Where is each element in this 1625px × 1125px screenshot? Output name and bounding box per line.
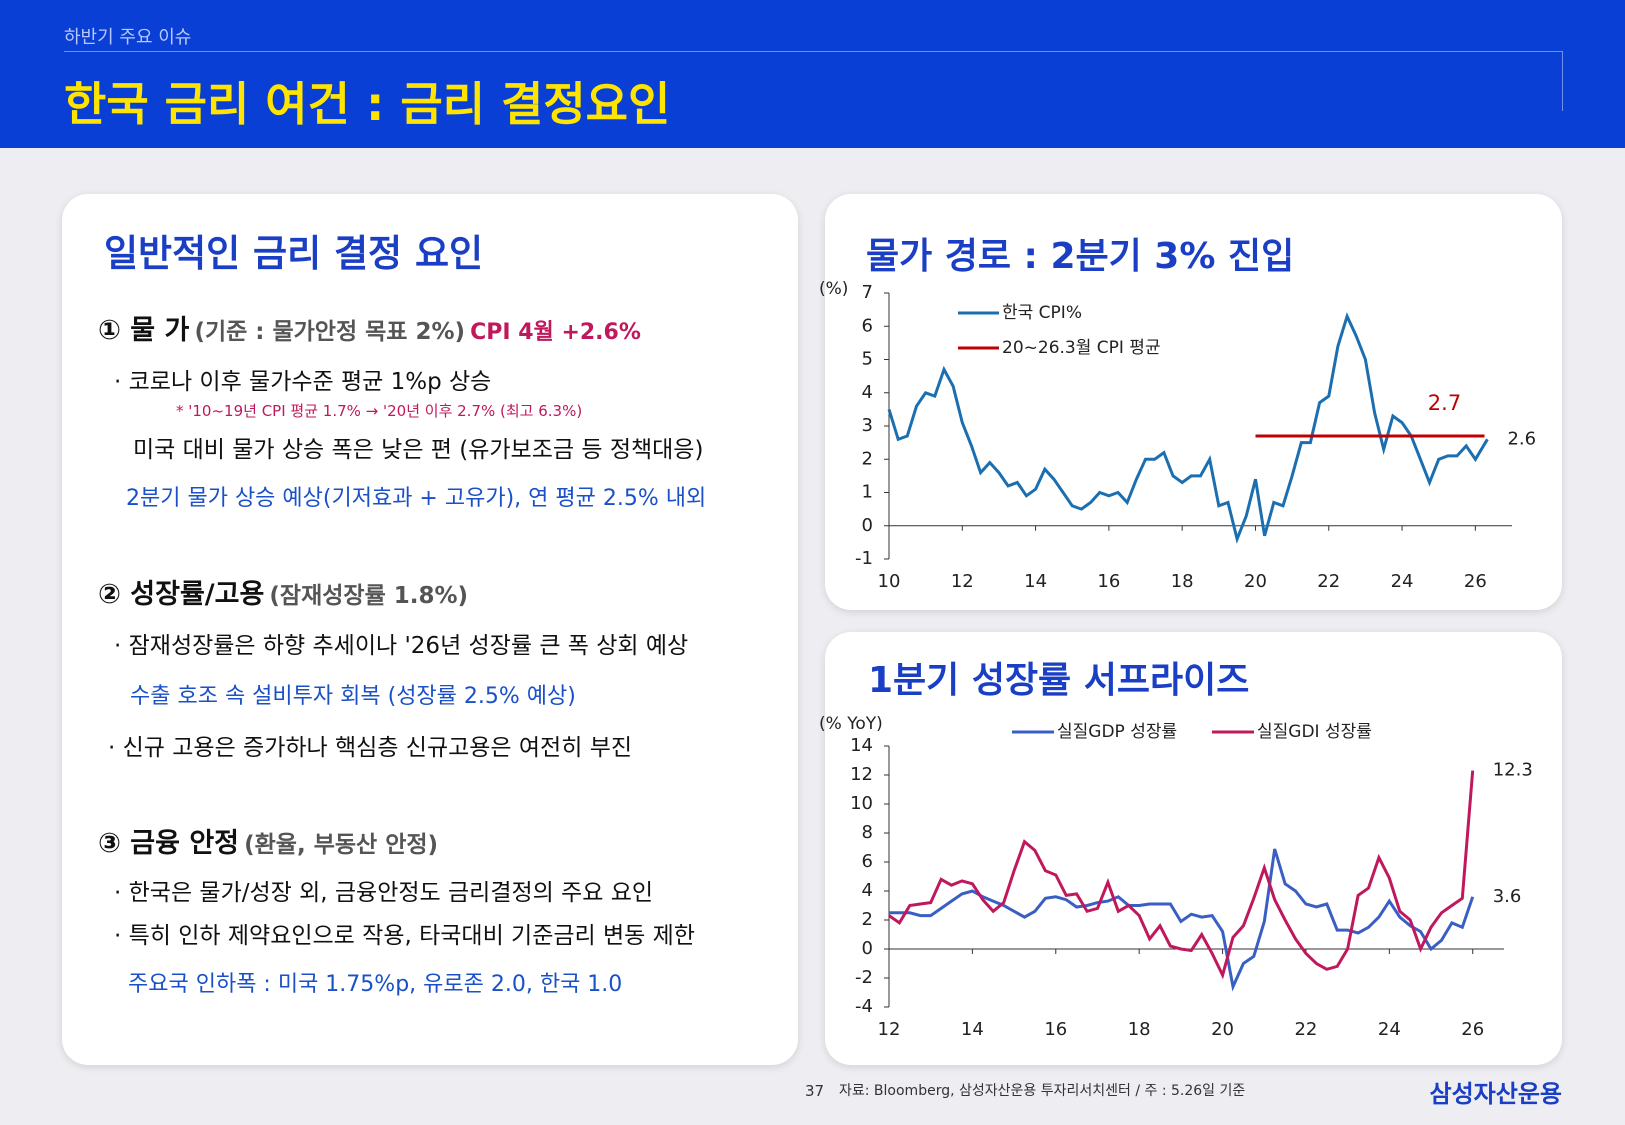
x-tick-label: 16 xyxy=(1044,1019,1067,1040)
chart-panel xyxy=(825,632,1562,1065)
y-tick-label: 4 xyxy=(862,880,873,901)
panel-title: 일반적인 금리 결정 요인 xyxy=(104,232,484,275)
y-tick-label: 2 xyxy=(862,909,873,930)
end-label: 3.6 xyxy=(1493,886,1522,907)
series-line xyxy=(887,312,1489,544)
source: 자료: Bloomberg, 삼성자산운용 투자리서치센터 / 주 : 5.26… xyxy=(839,1083,1246,1099)
y-tick-label: 3 xyxy=(862,415,873,436)
y-tick-label: 6 xyxy=(862,851,873,872)
bullet: 미국 대비 물가 상승 폭은 낮은 편 (유가보조금 등 정책대응) xyxy=(133,437,704,463)
x-tick-label: 20 xyxy=(1211,1019,1234,1040)
heading: ③ 금융 안정 xyxy=(98,828,240,859)
header-rule xyxy=(1562,51,1563,111)
heading-sub: (기준 : 물가안정 목표 2%) xyxy=(194,319,466,345)
x-tick-label: 26 xyxy=(1461,1019,1484,1040)
bullet: · 한국은 물가/성장 외, 금융안정도 금리결정의 주요 요인 xyxy=(114,880,654,906)
x-tick-label: 14 xyxy=(961,1019,984,1040)
bullet: · 잠재성장률은 하향 추세이나 '26년 성장률 큰 폭 상회 예상 xyxy=(114,633,689,659)
heading: ① 물 가 xyxy=(98,315,190,346)
page-number: 37 xyxy=(805,1082,825,1100)
y-tick-label: 4 xyxy=(862,382,873,403)
x-tick-label: 22 xyxy=(1317,571,1340,592)
y-tick-label: 2 xyxy=(862,448,873,469)
y-tick-label: 10 xyxy=(850,793,873,814)
y-tick-label: -4 xyxy=(855,996,873,1017)
legend-label: 20~26.3월 CPI 평균 xyxy=(1002,338,1161,358)
end-label: 2.6 xyxy=(1507,428,1536,449)
x-tick-label: 24 xyxy=(1378,1019,1401,1040)
highlight: 주요국 인하폭 : 미국 1.75%p, 유로존 2.0, 한국 1.0 xyxy=(128,972,623,997)
y-tick-label: -1 xyxy=(855,548,873,569)
x-tick-label: 18 xyxy=(1128,1019,1151,1040)
section-heading: ③ 금융 안정 (환율, 부동산 안정) xyxy=(98,821,438,860)
header-rule xyxy=(64,51,1563,52)
legend-label: 실질GDP 성장률 xyxy=(1057,722,1177,742)
bullet: · 신규 고용은 증가하나 핵심층 신규고용은 여전히 부진 xyxy=(108,735,633,761)
y-tick-label: 12 xyxy=(850,764,873,785)
y-tick-label: 1 xyxy=(862,482,873,503)
y-axis-label: (%) xyxy=(819,279,848,299)
heading-sub: (환율, 부동산 안정) xyxy=(244,832,439,858)
y-tick-label: 6 xyxy=(862,315,873,336)
legend-label: 한국 CPI% xyxy=(1002,303,1082,323)
x-tick-label: 26 xyxy=(1464,571,1487,592)
heading: ② 성장률/고용 xyxy=(98,579,265,610)
x-tick-label: 24 xyxy=(1391,571,1414,592)
y-tick-label: 0 xyxy=(862,515,873,536)
bullet: · 특히 인하 제약요인으로 작용, 타국대비 기준금리 변동 제한 xyxy=(114,923,695,949)
header-bar xyxy=(0,0,1625,148)
y-tick-label: 14 xyxy=(850,735,873,756)
y-tick-label: 0 xyxy=(862,938,873,959)
x-tick-label: 18 xyxy=(1171,571,1194,592)
y-axis-label: (% YoY) xyxy=(819,714,883,734)
legend-label: 실질GDI 성장률 xyxy=(1257,722,1372,742)
x-tick-label: 12 xyxy=(951,571,974,592)
end-label: 12.3 xyxy=(1493,760,1533,781)
section-label: 하반기 주요 이슈 xyxy=(64,27,192,48)
y-tick-label: 8 xyxy=(862,822,873,843)
x-tick-label: 14 xyxy=(1024,571,1047,592)
y-tick-label: -2 xyxy=(855,967,873,988)
page-title: 한국 금리 여건 : 금리 결정요인 xyxy=(64,77,671,131)
average-label: 2.7 xyxy=(1428,391,1461,415)
chart-title: 물가 경로 : 2분기 3% 진입 xyxy=(866,236,1295,277)
chart-panel xyxy=(825,194,1562,610)
series-line xyxy=(888,770,1475,980)
logo: 삼성자산운용 xyxy=(1429,1080,1562,1108)
section-heading: ② 성장률/고용 (잠재성장률 1.8%) xyxy=(98,572,468,611)
x-tick-label: 12 xyxy=(878,1019,901,1040)
heading-note: CPI 4월 +2.6% xyxy=(470,320,641,345)
section-heading: ① 물 가 (기준 : 물가안정 목표 2%) CPI 4월 +2.6% xyxy=(98,308,641,347)
x-tick-label: 10 xyxy=(878,571,901,592)
y-tick-label: 7 xyxy=(862,282,873,303)
left-panel xyxy=(62,194,798,1065)
y-tick-label: 5 xyxy=(862,349,873,370)
series-line xyxy=(889,848,1475,992)
highlight: 2분기 물가 상승 예상(기저효과 + 고유가), 연 평균 2.5% 내외 xyxy=(126,486,707,511)
chart-title: 1분기 성장률 서프라이즈 xyxy=(868,660,1250,701)
x-tick-label: 22 xyxy=(1294,1019,1317,1040)
x-tick-label: 16 xyxy=(1097,571,1120,592)
heading-sub: (잠재성장률 1.8%) xyxy=(269,583,469,609)
bullet: · 코로나 이후 물가수준 평균 1%p 상승 xyxy=(114,369,492,395)
highlight: 수출 호조 속 설비투자 회복 (성장률 2.5% 예상) xyxy=(130,684,576,709)
footnote: * '10~19년 CPI 평균 1.7% → '20년 이후 2.7% (최고… xyxy=(176,402,583,420)
x-tick-label: 20 xyxy=(1244,571,1267,592)
